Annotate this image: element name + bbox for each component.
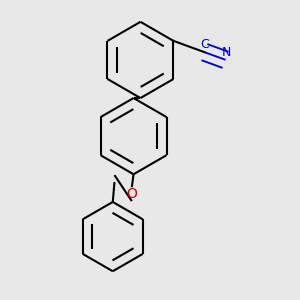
Text: O: O: [126, 187, 137, 201]
Text: C: C: [200, 38, 209, 51]
Text: N: N: [222, 46, 231, 59]
